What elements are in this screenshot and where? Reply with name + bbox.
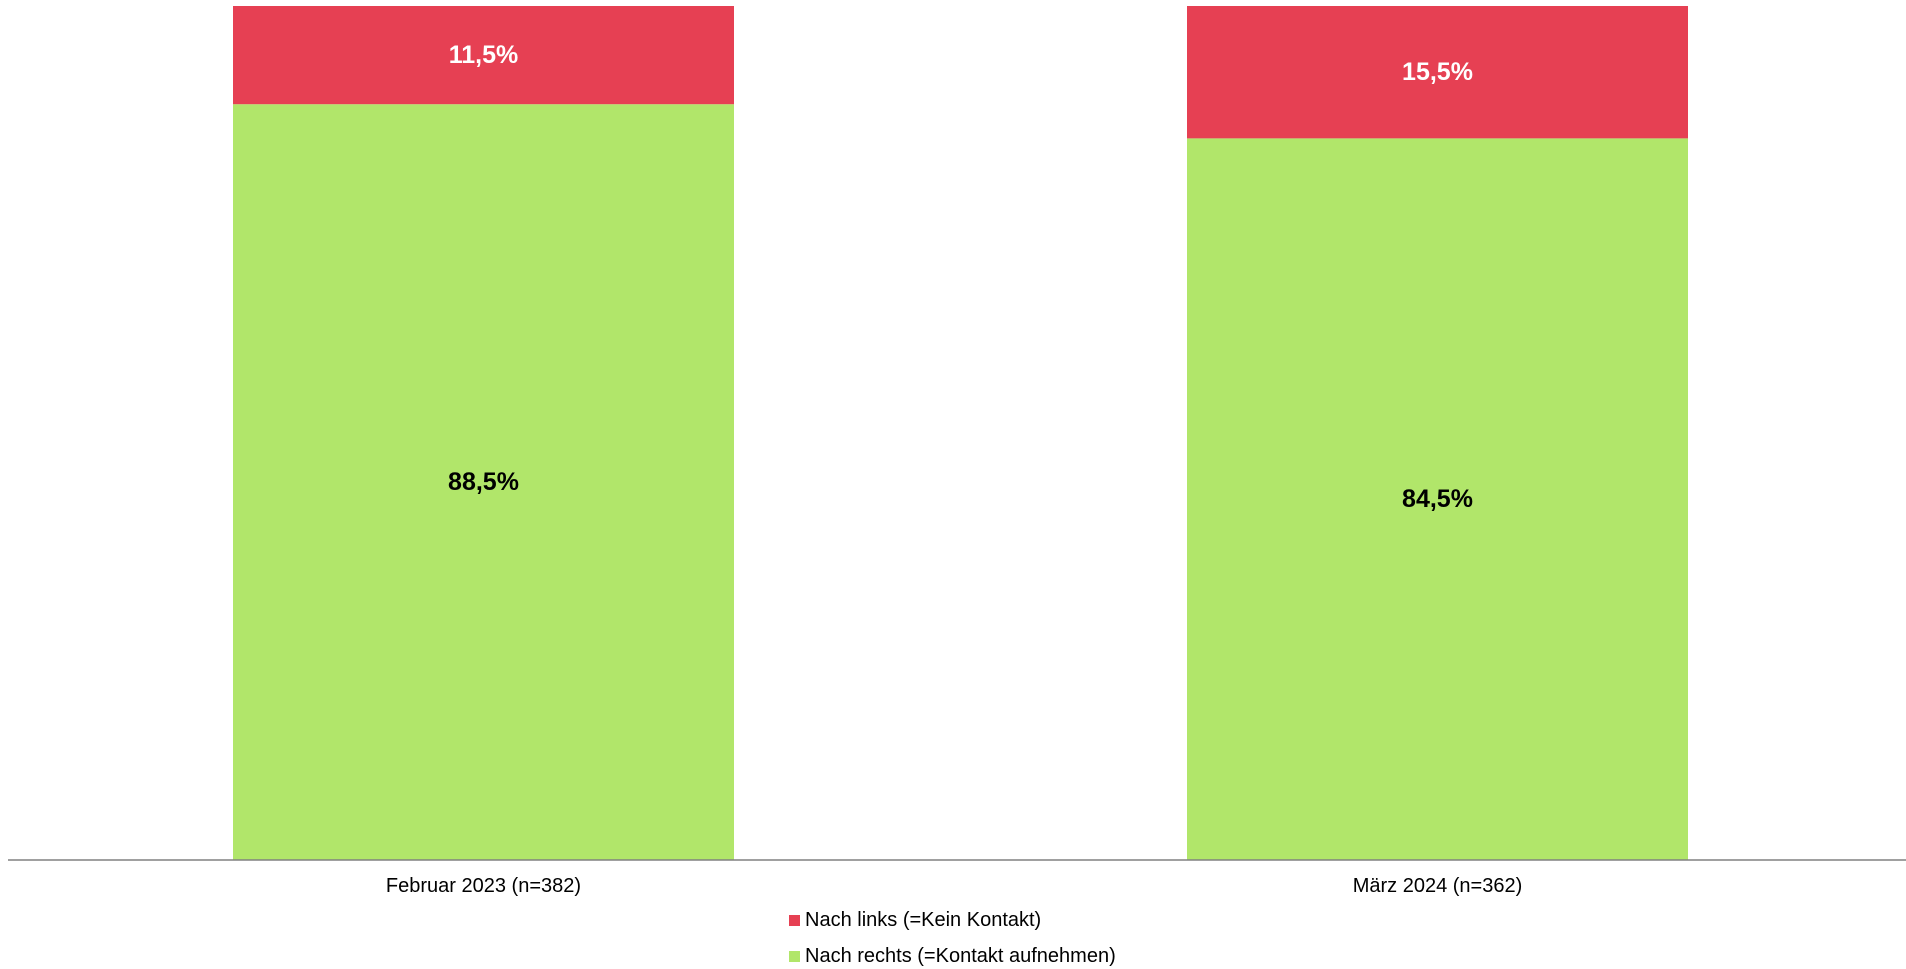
data-label: 15,5% <box>1402 58 1473 86</box>
legend-label: Nach links (=Kein Kontakt) <box>805 908 1042 931</box>
legend-swatch-red <box>789 914 800 926</box>
data-labels-layer: 88,5% 11,5% 84,5% 15,5% <box>448 41 1473 513</box>
bar-segment <box>233 104 734 860</box>
bars-layer <box>233 6 1688 860</box>
data-label: 84,5% <box>1402 485 1473 513</box>
bar-segment <box>233 6 734 105</box>
bar-segment <box>1187 138 1688 860</box>
legend: Nach links (=Kein Kontakt) Nach rechts (… <box>789 908 1116 968</box>
legend-label: Nach rechts (=Kontakt aufnehmen) <box>805 944 1116 967</box>
category-labels-layer: Februar 2023 (n=382) März 2024 (n=362) <box>386 875 1522 897</box>
legend-swatch-green <box>789 950 800 962</box>
category-label: Februar 2023 (n=382) <box>386 875 581 897</box>
legend-item-nach-links: Nach links (=Kein Kontakt) <box>789 908 1116 932</box>
category-label: März 2024 (n=362) <box>1353 875 1523 897</box>
data-label: 11,5% <box>449 41 519 69</box>
bar-segment <box>1187 6 1688 139</box>
legend-item-nach-rechts: Nach rechts (=Kontakt aufnehmen) <box>789 944 1116 968</box>
data-label: 88,5% <box>448 468 519 496</box>
